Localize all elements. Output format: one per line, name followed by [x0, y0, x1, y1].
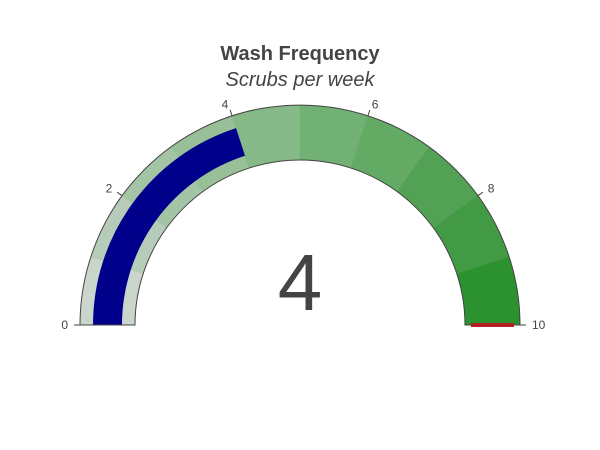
gauge-tick-label-4: 4	[222, 97, 229, 111]
gauge-tick-label-0: 0	[61, 318, 68, 332]
gauge-value-bar	[93, 128, 245, 325]
gauge-ticks: 0 2 4 6 8 10	[61, 97, 545, 332]
chart-title: Wash Frequency	[220, 43, 380, 65]
gauge-tick-label-6: 6	[372, 97, 379, 111]
gauge-tick-label-8: 8	[488, 182, 495, 196]
chart-subtitle: Scrubs per week	[226, 69, 376, 91]
gauge-outline	[79, 104, 521, 326]
gauge-tick-8	[477, 191, 484, 197]
gauge-tick-label-10: 10	[532, 318, 546, 332]
gauge-tick-4	[229, 109, 233, 116]
gauge-value-bar-group	[93, 128, 245, 325]
gauge-tick-6	[367, 109, 371, 116]
gauge-value-number: 4	[278, 238, 323, 327]
gauge-tick-label-2: 2	[106, 182, 113, 196]
gauge-tick-2	[116, 191, 123, 197]
gauge-border	[79, 104, 521, 326]
